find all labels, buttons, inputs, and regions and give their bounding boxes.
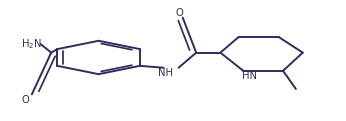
Text: HN: HN [242,71,257,81]
Text: O: O [175,8,183,18]
Text: O: O [21,95,29,105]
Text: NH: NH [158,68,173,78]
Text: H$_2$N: H$_2$N [21,37,42,51]
